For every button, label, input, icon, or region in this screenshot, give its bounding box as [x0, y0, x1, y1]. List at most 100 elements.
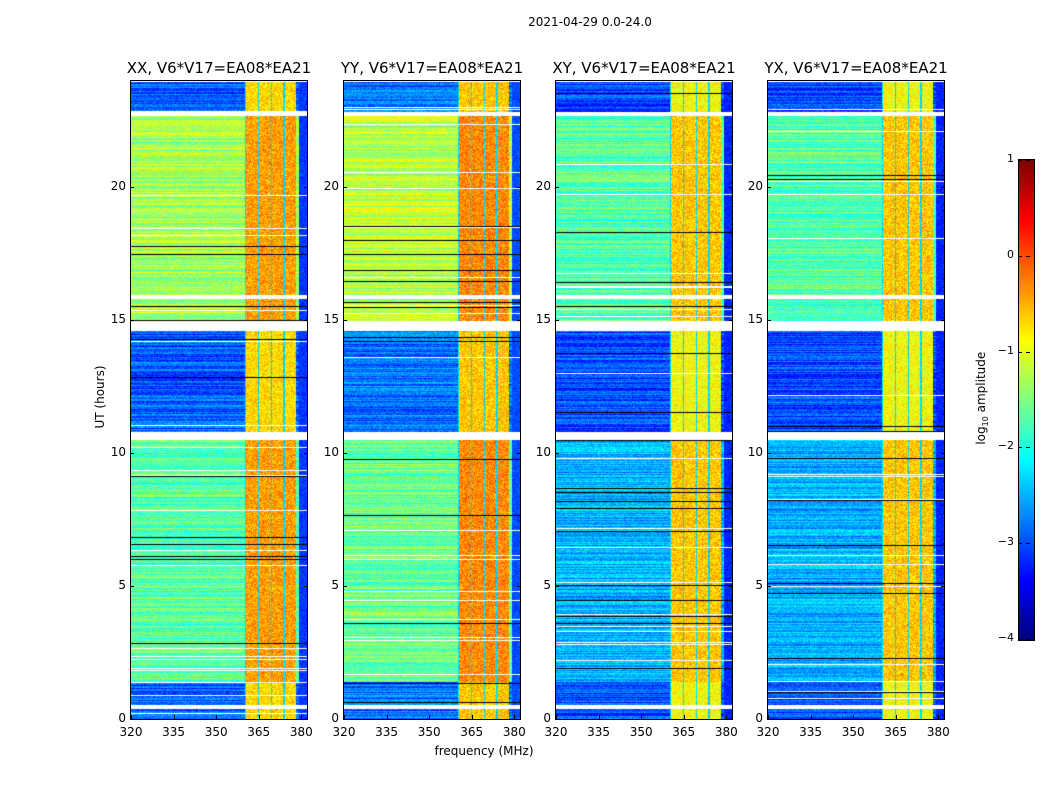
xtick-mark — [556, 715, 557, 719]
ytick-label: 0 — [331, 711, 339, 725]
ytick-label: 15 — [747, 312, 763, 327]
ytick-mark — [304, 719, 308, 720]
ytick-label: 0 — [118, 711, 126, 725]
ytick-mark — [343, 719, 347, 720]
xtick-mark — [216, 715, 218, 719]
xtick-label: 320 — [119, 725, 143, 739]
xtick-label: 350 — [417, 725, 441, 739]
ytick-mark — [941, 586, 945, 588]
xtick-mark — [895, 715, 897, 719]
panel-title-yx: YX, V6*V17=EA08*EA21 — [764, 59, 948, 77]
ytick-mark — [941, 453, 945, 455]
ytick-label: 0 — [755, 711, 763, 725]
ytick-mark — [729, 453, 733, 455]
colorbar-tick-mark — [1018, 447, 1035, 449]
waterfall-panel-xy — [555, 80, 733, 720]
ytick-label: 10 — [110, 445, 126, 460]
xtick-label: 380 — [926, 725, 950, 739]
panel-title-xy: XY, V6*V17=EA08*EA21 — [552, 59, 736, 77]
xtick-mark — [938, 715, 940, 719]
ytick-mark — [941, 719, 945, 720]
ytick-mark — [343, 453, 347, 455]
heatmap-image-yy — [344, 81, 520, 719]
xtick-mark — [726, 715, 728, 719]
ytick-label: 15 — [110, 312, 126, 327]
xtick-mark — [598, 715, 600, 719]
panel-title-yy: YY, V6*V17=EA08*EA21 — [340, 59, 524, 77]
ytick-mark — [130, 320, 134, 322]
ytick-mark — [555, 320, 559, 322]
waterfall-panel-xx — [130, 80, 308, 720]
ytick-label: 20 — [323, 179, 339, 194]
ytick-label: 5 — [755, 578, 763, 593]
xtick-label: 320 — [332, 725, 356, 739]
ytick-label: 0 — [543, 711, 551, 725]
xtick-mark — [810, 715, 812, 719]
xtick-mark — [386, 715, 388, 719]
ytick-mark — [130, 187, 134, 189]
ytick-label: 10 — [747, 445, 763, 460]
ytick-mark — [767, 320, 771, 322]
xtick-mark — [344, 715, 345, 719]
heatmap-image-xy — [556, 81, 732, 719]
ytick-mark — [555, 586, 559, 588]
xtick-label: 365 — [460, 725, 484, 739]
xtick-mark — [429, 715, 431, 719]
colorbar-label: log10 amplitude — [973, 351, 991, 445]
xtick-mark — [641, 715, 643, 719]
heatmap-image-xx — [131, 81, 307, 719]
xtick-label: 380 — [502, 725, 526, 739]
ytick-label: 20 — [747, 179, 763, 194]
figure-title: 2021-04-29 0.0-24.0 — [528, 15, 652, 29]
ytick-mark — [555, 187, 559, 189]
ytick-label: 20 — [535, 179, 551, 194]
colorbar-tick-label: −2 — [997, 439, 1014, 453]
ytick-mark — [517, 719, 521, 720]
ytick-label: 10 — [323, 445, 339, 460]
ytick-mark — [555, 719, 559, 720]
ytick-mark — [517, 586, 521, 588]
ytick-mark — [130, 586, 134, 588]
ytick-label: 20 — [110, 179, 126, 194]
panel-title-xx: XX, V6*V17=EA08*EA21 — [126, 59, 312, 77]
ytick-label: 5 — [543, 578, 551, 593]
heatmap-image-yx — [768, 81, 944, 719]
ytick-mark — [729, 320, 733, 322]
ytick-mark — [729, 187, 733, 189]
xtick-label: 320 — [756, 725, 780, 739]
xtick-mark — [301, 715, 303, 719]
colorbar-tick-mark — [1018, 639, 1035, 640]
ytick-mark — [343, 586, 347, 588]
ytick-mark — [517, 187, 521, 189]
ytick-mark — [130, 719, 134, 720]
ytick-mark — [767, 586, 771, 588]
xtick-mark — [258, 715, 260, 719]
y-axis-label: UT (hours) — [93, 365, 107, 429]
ytick-mark — [304, 320, 308, 322]
xtick-label: 350 — [841, 725, 865, 739]
xtick-label: 350 — [629, 725, 653, 739]
ytick-mark — [729, 719, 733, 720]
xtick-mark — [853, 715, 855, 719]
ytick-label: 5 — [118, 578, 126, 593]
xtick-mark — [683, 715, 685, 719]
ytick-mark — [767, 719, 771, 720]
ytick-mark — [304, 586, 308, 588]
colorbar-tick-mark — [1018, 351, 1035, 353]
xtick-label: 365 — [247, 725, 271, 739]
ytick-mark — [304, 453, 308, 455]
colorbar-tick-label: −1 — [997, 343, 1014, 357]
ytick-label: 10 — [535, 445, 551, 460]
colorbar-tick-mark — [1018, 255, 1035, 257]
ytick-mark — [555, 453, 559, 455]
ytick-mark — [517, 453, 521, 455]
ytick-mark — [343, 320, 347, 322]
xtick-mark — [471, 715, 473, 719]
ytick-mark — [729, 586, 733, 588]
ytick-mark — [941, 320, 945, 322]
xtick-mark — [514, 715, 516, 719]
xtick-label: 380 — [714, 725, 738, 739]
colorbar-tick-mark — [1018, 543, 1035, 545]
ytick-mark — [767, 187, 771, 189]
xtick-mark — [131, 715, 132, 719]
